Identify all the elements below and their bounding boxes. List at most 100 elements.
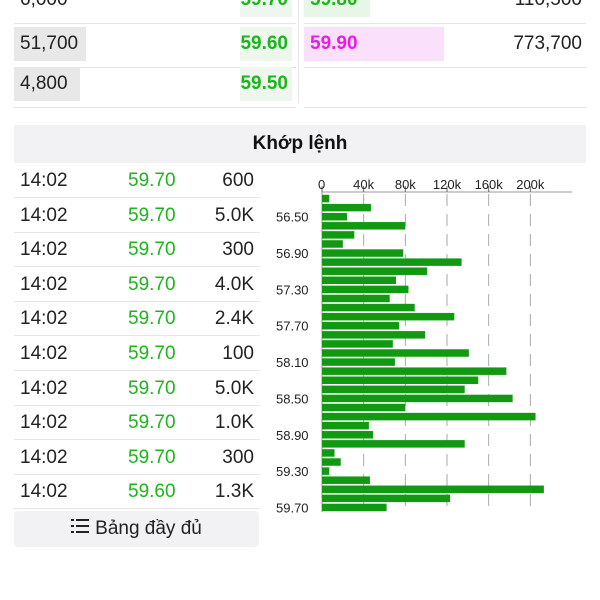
y-tick-label: 57.30 xyxy=(276,282,309,297)
x-tick-label: 200k xyxy=(516,177,545,192)
trade-row: 14:02 59.70 300 xyxy=(14,441,260,475)
volume-bar xyxy=(322,376,479,384)
bid-price[interactable]: 59.50 xyxy=(240,67,292,101)
trade-volume: 5.0K xyxy=(214,204,254,226)
bid-volume: 6,000 xyxy=(14,0,80,17)
volume-bar xyxy=(322,412,536,421)
volume-bar xyxy=(322,494,451,503)
volume-bar xyxy=(322,421,369,430)
trade-volume: 2.4K xyxy=(214,308,254,330)
row-divider xyxy=(14,335,260,337)
full-table-button-label: Bảng đầy đủ xyxy=(95,518,202,540)
column-divider xyxy=(298,0,299,103)
row-divider xyxy=(14,404,260,406)
trade-price: 59.70 xyxy=(128,343,176,364)
volume-by-price-chart: 0 40k 80k 120k 160k 200k 56.50 56.90 57.30 57.70 5… xyxy=(276,177,572,515)
row-divider xyxy=(304,67,586,68)
volume-bar xyxy=(322,322,400,330)
trade-row: 14:02 59.60 1.3K xyxy=(14,475,260,509)
volume-bar xyxy=(322,340,393,348)
x-tick-label: 0 xyxy=(318,177,325,192)
ask-volume: 110,500 xyxy=(515,0,582,17)
trade-row: 14:02 59.70 2.4K xyxy=(14,302,260,336)
trade-volume: 300 xyxy=(222,446,254,468)
ask-price[interactable]: 59.90 xyxy=(304,27,444,61)
trade-time: 14:02 xyxy=(20,204,68,226)
trade-row: 14:02 59.70 100 xyxy=(14,337,260,371)
volume-bar xyxy=(322,349,469,357)
y-tick-label: 56.90 xyxy=(276,246,309,261)
ask-price[interactable] xyxy=(304,67,370,101)
trade-time: 14:02 xyxy=(20,239,68,261)
volume-bar xyxy=(322,194,330,203)
volume-bar xyxy=(322,449,335,457)
y-tick-label: 58.90 xyxy=(276,428,309,443)
ask-price[interactable]: 59.80 xyxy=(304,0,370,17)
trade-price: 59.70 xyxy=(128,446,176,468)
volume-bar xyxy=(322,203,371,212)
volume-bar xyxy=(322,476,370,484)
row-divider xyxy=(14,107,296,108)
volume-bar xyxy=(322,303,415,312)
volume-bar xyxy=(322,485,544,494)
row-divider xyxy=(14,266,260,268)
full-table-button[interactable]: Bảng đầy đủ xyxy=(14,511,259,547)
trade-time: 14:02 xyxy=(20,343,68,364)
volume-bar xyxy=(322,258,462,266)
bid-price[interactable]: 59.70 xyxy=(240,0,292,17)
row-divider xyxy=(14,67,296,68)
trade-time: 14:02 xyxy=(20,308,68,330)
trade-volume: 5.0K xyxy=(214,377,254,399)
volume-bar xyxy=(322,467,330,475)
y-tick-label: 56.50 xyxy=(276,210,309,225)
volume-bar xyxy=(322,285,409,294)
volume-bar xyxy=(322,212,347,221)
order-book-row: 4,800 59.50 xyxy=(0,67,600,107)
list-icon xyxy=(71,511,90,547)
ask-volume: 773,700 xyxy=(513,33,582,54)
row-divider xyxy=(14,473,260,475)
volume-bar xyxy=(322,331,426,339)
volume-bar xyxy=(322,440,465,448)
trade-time: 14:02 xyxy=(20,273,68,295)
row-divider xyxy=(304,107,586,108)
trade-price: 59.70 xyxy=(128,273,176,295)
order-book-row: 51,700 59.60 59.90 773,700 xyxy=(0,27,600,67)
row-divider xyxy=(14,231,260,233)
x-tick-label: 120k xyxy=(433,177,462,192)
volume-bar xyxy=(322,431,374,439)
volume-bar xyxy=(322,358,395,366)
trade-price: 59.70 xyxy=(128,412,176,434)
volume-bar xyxy=(322,240,343,248)
bid-price[interactable]: 59.60 xyxy=(240,27,292,61)
trade-price: 59.70 xyxy=(128,170,176,191)
trade-price: 59.70 xyxy=(128,308,176,330)
row-divider xyxy=(14,370,260,371)
trade-time: 14:02 xyxy=(20,481,68,503)
trade-time: 14:02 xyxy=(20,377,68,399)
trade-row: 14:02 59.70 600 xyxy=(14,164,260,198)
row-divider xyxy=(14,508,260,510)
matching-section-title: Khớp lệnh xyxy=(14,125,586,163)
y-tick-label: 59.70 xyxy=(276,500,309,515)
volume-bar xyxy=(322,249,404,257)
row-divider xyxy=(14,197,260,198)
trade-volume: 4.0K xyxy=(214,273,254,295)
volume-bar xyxy=(322,403,406,412)
volume-bar xyxy=(322,294,390,303)
trade-row: 14:02 59.70 1.0K xyxy=(14,406,260,440)
trade-row: 14:02 59.70 5.0K xyxy=(14,372,260,406)
x-tick-label: 80k xyxy=(395,177,416,192)
volume-bar xyxy=(322,267,428,275)
volume-bar xyxy=(322,394,513,403)
bid-volume: 4,800 xyxy=(14,67,80,101)
volume-bar xyxy=(322,231,355,239)
volume-bar xyxy=(322,222,406,230)
trade-volume: 100 xyxy=(222,343,254,364)
x-tick-label: 40k xyxy=(353,177,374,192)
trade-time: 14:02 xyxy=(20,170,68,191)
y-tick-label: 57.70 xyxy=(276,319,309,334)
trade-row: 14:02 59.70 300 xyxy=(14,233,260,267)
bid-volume: 51,700 xyxy=(14,27,86,61)
volume-bar xyxy=(322,312,455,321)
